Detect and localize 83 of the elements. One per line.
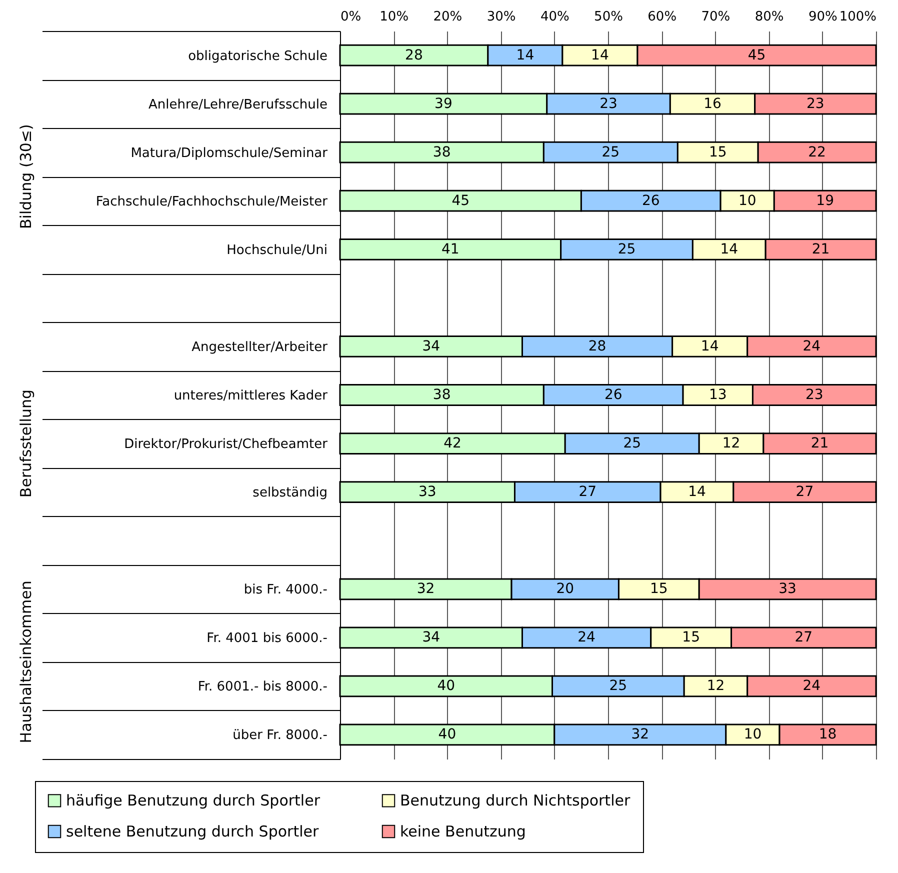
x-tick-label: 40% — [540, 10, 570, 24]
y-tick-label: über Fr. 8000.- — [232, 728, 328, 744]
data-label: 24 — [578, 630, 596, 646]
data-label: 33 — [778, 581, 796, 598]
data-label: 15 — [650, 581, 668, 598]
data-label: 23 — [600, 96, 618, 112]
data-label: 19 — [816, 192, 834, 209]
data-label: 33 — [418, 484, 436, 500]
data-label: 40 — [437, 678, 456, 694]
y-tick-label: unteres/mittleres Kader — [174, 388, 328, 404]
data-label: 21 — [812, 241, 830, 258]
x-tick-label: 20% — [433, 10, 462, 24]
data-label: 27 — [578, 484, 597, 500]
data-label: 13 — [708, 387, 727, 403]
data-label: 14 — [591, 47, 609, 64]
data-label: 28 — [405, 47, 423, 64]
data-label: 24 — [802, 678, 821, 694]
data-label: 10 — [744, 726, 762, 743]
y-tick-label: Hochschule/Uni — [226, 242, 328, 258]
text: Berufsstellung — [17, 389, 35, 498]
y-tick-label: Direktor/Prokurist/Chefbeamter — [124, 437, 328, 452]
x-tick-label: 90% — [808, 10, 838, 24]
data-label: 10 — [738, 192, 756, 209]
data-label: 15 — [682, 630, 700, 646]
data-label: 20 — [556, 581, 574, 598]
legend-label: seltene Benutzung durch Sportler — [66, 822, 320, 840]
x-tick-label: 100% — [839, 10, 876, 24]
data-label: 12 — [722, 436, 740, 452]
data-label: 15 — [708, 144, 727, 160]
data-label: 23 — [805, 387, 824, 403]
data-label: 42 — [444, 436, 462, 452]
data-label: 24 — [802, 338, 821, 354]
data-label: 14 — [516, 47, 534, 64]
data-label: 38 — [432, 144, 451, 160]
y-tick-label: bis Fr. 4000.- — [244, 582, 328, 598]
x-tick-label: 50% — [594, 10, 623, 24]
data-label: 26 — [642, 192, 660, 209]
data-label: 32 — [416, 581, 435, 598]
data-label: 40 — [438, 726, 456, 743]
data-label: 23 — [806, 96, 824, 112]
data-label: 45 — [748, 47, 766, 64]
data-label: 21 — [810, 436, 829, 452]
data-label: 27 — [794, 630, 813, 646]
data-label: 41 — [442, 241, 460, 258]
data-label: 45 — [452, 192, 470, 209]
data-label: 12 — [706, 678, 725, 694]
y-tick-label: Angestellter/Arbeiter — [192, 340, 328, 355]
data-label: 18 — [818, 726, 837, 743]
data-label: 32 — [631, 726, 650, 743]
data-label: 38 — [432, 387, 451, 403]
legend-label: keine Benutzung — [400, 822, 526, 840]
y-tick-label: Fr. 6001.- bis 8000.- — [198, 680, 328, 695]
x-tick-label: 80% — [754, 10, 784, 24]
legend-label: Benutzung durch Nichtsportler — [400, 792, 631, 810]
data-label: 28 — [588, 338, 606, 354]
data-label: 14 — [700, 338, 719, 354]
y-tick-label: Anlehre/Lehre/Berufsschule — [148, 97, 328, 112]
x-tick-label: 10% — [380, 10, 409, 24]
data-label: 27 — [796, 484, 814, 500]
x-tick-label: 60% — [648, 10, 677, 24]
data-label: 34 — [422, 630, 440, 646]
data-label: 22 — [808, 144, 826, 160]
data-label: 39 — [434, 96, 452, 112]
data-label: 25 — [618, 241, 636, 258]
data-label: 25 — [602, 144, 620, 160]
x-tick-label: 0% — [340, 10, 362, 24]
x-tick-label: 30% — [486, 10, 516, 24]
y-tick-label: Fr. 4001 bis 6000.- — [206, 631, 328, 646]
data-label: 25 — [609, 678, 628, 694]
data-label: 34 — [422, 338, 440, 354]
y-tick-label: selbständig — [252, 486, 328, 501]
y-tick-label: obligatorische Schule — [188, 48, 328, 64]
y-tick-label: Fachschule/Fachhochschule/Meister — [96, 194, 328, 210]
data-label: 26 — [604, 387, 622, 403]
data-label: 25 — [623, 436, 642, 452]
text: Bildung (30≤) — [17, 124, 35, 230]
data-label: 16 — [704, 96, 722, 112]
data-label: 14 — [688, 484, 706, 500]
legend-label: häufige Benutzung durch Sportler — [66, 792, 321, 810]
text: Haushaltseinkommen — [17, 580, 35, 744]
data-label: 14 — [720, 241, 738, 258]
x-tick-label: 70% — [701, 10, 730, 24]
y-tick-label: Matura/Diplomschule/Seminar — [130, 146, 328, 161]
